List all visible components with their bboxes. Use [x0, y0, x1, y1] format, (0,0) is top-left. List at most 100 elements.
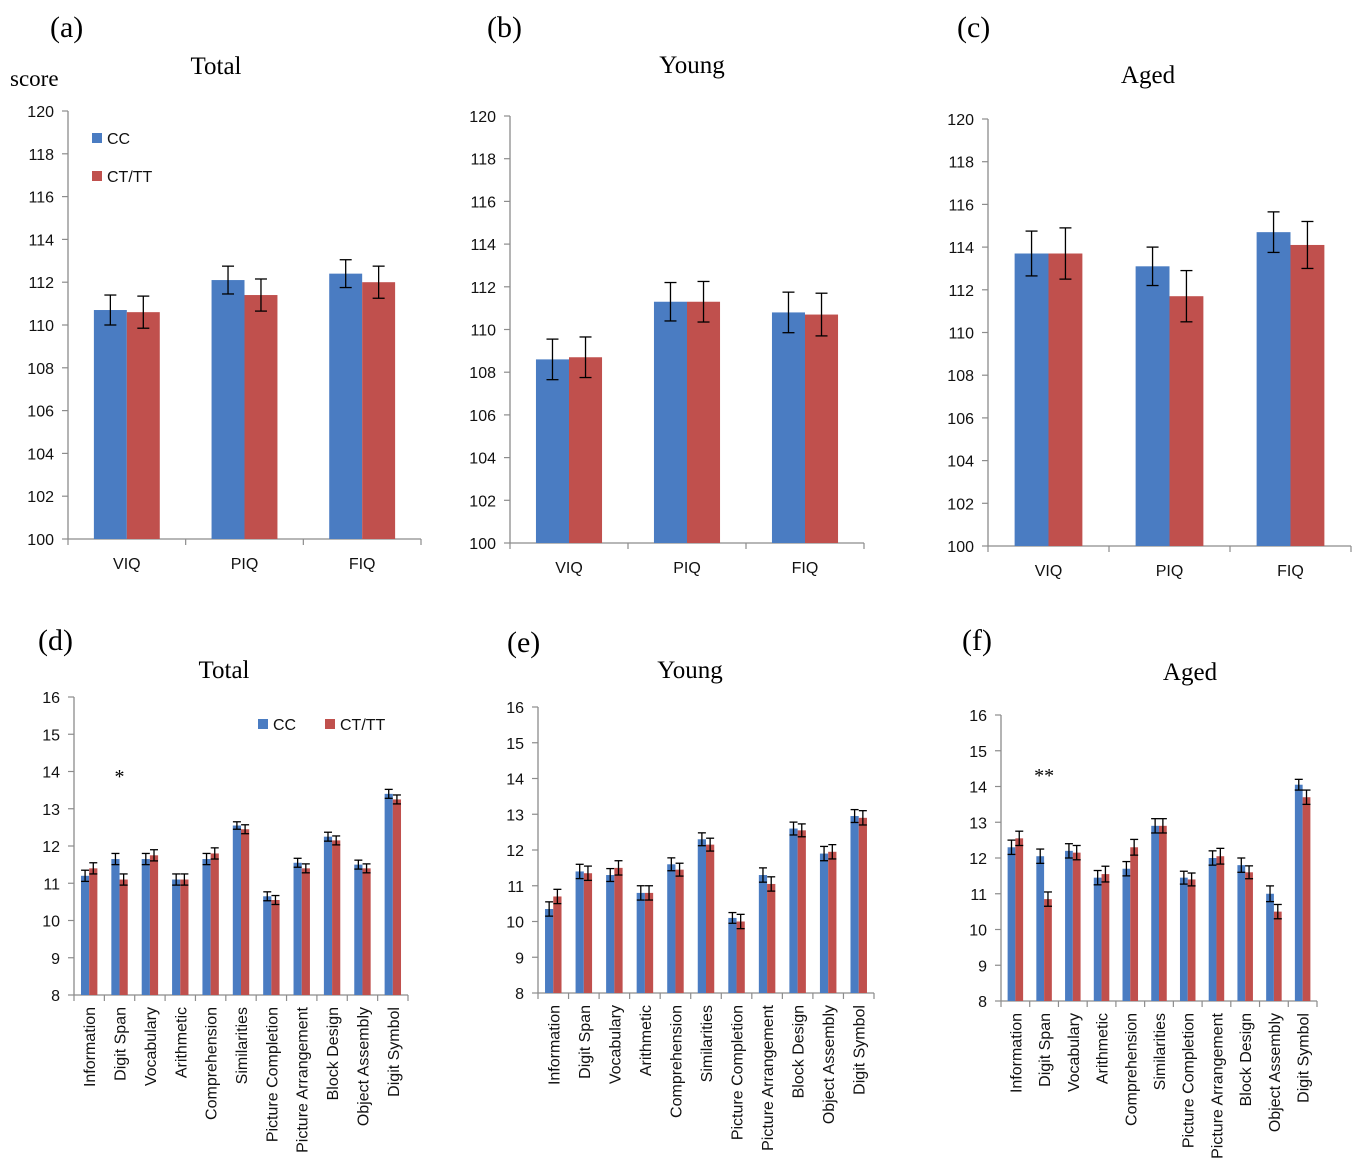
- bar: [126, 312, 160, 539]
- y-tick-label: 110: [470, 323, 496, 340]
- x-tick-label: Picture Arrangement: [1209, 1012, 1226, 1158]
- y-tick-label: 108: [469, 365, 496, 382]
- bar: [141, 859, 150, 995]
- bar: [211, 280, 245, 539]
- bar: [362, 282, 396, 539]
- bar: [119, 879, 128, 995]
- bar: [697, 839, 706, 993]
- x-tick-label: Picture Arrangement: [295, 1006, 312, 1152]
- bar: [1072, 852, 1081, 1001]
- y-tick-label: 104: [27, 446, 54, 463]
- x-tick-label: Vocabulary: [143, 1007, 160, 1086]
- bar: [606, 875, 615, 993]
- y-tick-label: 12: [969, 851, 987, 868]
- y-tick-label: 16: [506, 700, 524, 717]
- y-tick-label: 114: [948, 240, 974, 257]
- x-tick-label: FIQ: [792, 560, 819, 577]
- bar: [1036, 856, 1045, 1001]
- x-tick-label: Digit Symbol: [386, 1007, 403, 1097]
- y-tick-label: 10: [42, 914, 60, 931]
- legend-label: CT/TT: [340, 717, 386, 734]
- x-tick-label: Object Assembly: [821, 1005, 838, 1124]
- x-tick-label: Block Design: [791, 1005, 808, 1098]
- chart-title: Total: [190, 53, 241, 80]
- x-tick-label: Arithmetic: [1095, 1013, 1112, 1084]
- bar: [149, 855, 159, 995]
- y-tick-label: 120: [947, 112, 974, 129]
- x-tick-label: Vocabulary: [1066, 1013, 1083, 1092]
- bar: [1130, 847, 1139, 1001]
- chart-panel-d: (d) Total 8 9 10 11 12 13 14 15 16 Information Digit…: [38, 624, 409, 1153]
- bar: [329, 273, 363, 539]
- y-tick-label: 114: [28, 232, 54, 249]
- y-tick-label: 104: [947, 454, 974, 471]
- bar: [614, 867, 623, 993]
- bar: [384, 793, 393, 995]
- y-tick-label: 14: [969, 780, 987, 797]
- x-tick-label: VIQ: [555, 560, 583, 577]
- bar: [575, 871, 584, 993]
- y-tick-label: 10: [506, 915, 524, 932]
- y-tick-label: 12: [42, 839, 60, 856]
- bar: [771, 312, 805, 543]
- bar: [1179, 877, 1188, 1001]
- bar: [636, 892, 645, 993]
- bar: [93, 310, 127, 539]
- y-tick-label: 116: [28, 190, 54, 207]
- legend-swatch: [92, 133, 102, 143]
- chart-title: Aged: [1163, 659, 1218, 686]
- bar: [644, 892, 654, 993]
- bar: [1048, 253, 1083, 546]
- x-tick-label: Arithmetic: [638, 1005, 655, 1076]
- x-tick-label: Picture Completion: [730, 1005, 747, 1140]
- y-tick-label: 9: [51, 951, 60, 968]
- y-tick-label: 8: [978, 994, 987, 1011]
- x-tick-label: Digit Symbol: [852, 1005, 869, 1095]
- bar: [1101, 874, 1110, 1001]
- bar: [758, 875, 768, 993]
- y-tick-label: 11: [970, 887, 987, 904]
- bar: [1151, 825, 1159, 1001]
- bar: [1159, 825, 1167, 1001]
- y-tick-label: 108: [27, 361, 54, 378]
- y-tick-label: 112: [948, 283, 974, 300]
- bar: [1256, 232, 1291, 546]
- x-tick-label: Information: [82, 1007, 99, 1087]
- x-tick-label: VIQ: [1035, 563, 1063, 580]
- y-tick-label: 15: [42, 727, 60, 744]
- y-tick-label: 118: [470, 152, 496, 169]
- bar: [1044, 899, 1052, 1001]
- bar: [172, 879, 181, 995]
- y-tick-label: 120: [27, 104, 54, 121]
- bar: [1290, 244, 1325, 546]
- bar: [706, 844, 715, 993]
- bar: [301, 868, 310, 995]
- bar: [789, 828, 798, 993]
- bar: [362, 868, 371, 995]
- bar: [1273, 911, 1282, 1001]
- y-tick-label: 110: [28, 318, 54, 335]
- bar: [1187, 879, 1196, 1001]
- y-tick-label: 15: [969, 744, 987, 761]
- x-tick-label: Similarities: [699, 1005, 716, 1082]
- y-tick-label: 120: [469, 109, 496, 126]
- bar: [858, 817, 867, 993]
- chart-panel-f: (f) Aged 8 9 10 11 12 13 14 15 16 Information Digit …: [962, 624, 1318, 1159]
- x-tick-label: Block Design: [325, 1007, 342, 1100]
- bar: [728, 917, 737, 993]
- y-tick-label: 118: [28, 147, 54, 164]
- y-tick-label: 104: [469, 451, 496, 468]
- x-tick-label: Digit Span: [577, 1005, 594, 1079]
- legend-swatch: [325, 719, 335, 729]
- y-tick-label: 13: [969, 815, 987, 832]
- legend-label: CT/TT: [107, 169, 153, 186]
- y-tick-label: 100: [947, 539, 974, 556]
- bar: [1237, 865, 1246, 1001]
- panel-label: (a): [50, 11, 83, 44]
- y-tick-label: 11: [507, 879, 524, 896]
- bar: [736, 921, 745, 993]
- bar: [667, 864, 676, 993]
- legend-label: CC: [107, 131, 130, 148]
- y-tick-label: 106: [947, 411, 974, 428]
